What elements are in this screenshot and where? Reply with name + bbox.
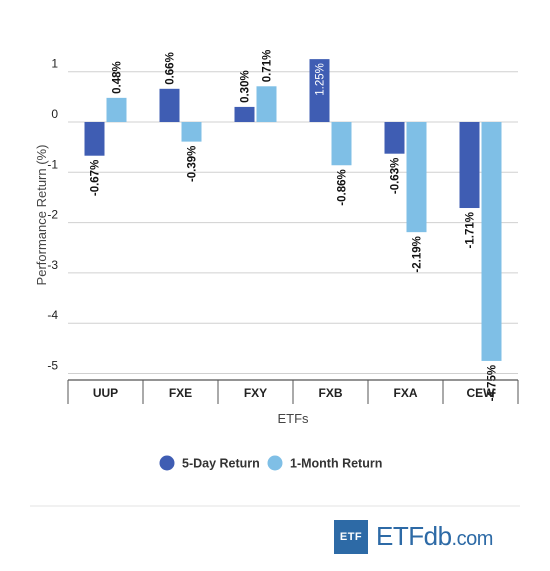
data-label: 0.66% [165,52,177,85]
bar [481,122,502,361]
data-label: -0.67% [90,160,102,196]
bar [234,106,255,122]
bar [331,122,352,166]
x-tick-label: FXY [244,386,267,400]
x-tick-label: CEW [467,386,496,400]
legend-label: 5-Day Return [182,457,260,471]
data-label: -2.19% [412,236,424,272]
y-tick-label: -3 [47,258,58,272]
x-tick-label: FXA [394,386,418,400]
grid-layer [68,71,518,374]
x-axis-title: ETFs [277,411,309,426]
axis-layer: 1 0 -1 -2 -3 -4 -5 UUP FXE FXY FXB FXA CEW [47,57,519,404]
x-tick-label: FXB [319,386,343,400]
bar [84,122,105,156]
legend-marker [159,455,175,471]
y-tick-label: -4 [47,308,58,322]
legend-marker [267,455,283,471]
bar [406,122,427,233]
legend: 5-Day Return 1-Month Return [159,455,382,471]
logo-dotcom-text: .com [451,527,494,550]
bar [106,97,127,122]
data-label: 0.48% [112,61,124,94]
y-tick-label: -1 [47,157,58,171]
logo-db-text: db [423,520,452,551]
data-label: 1.25% [315,63,327,96]
data-label: -4.75% [487,365,499,401]
y-tick-label: 1 [51,57,58,71]
y-tick-label: -2 [47,208,58,222]
data-labels-layer: -0.67% 0.66% 0.30% 1.25% -0.63% -1.71% 0.48% -0… [90,50,499,402]
x-tick-label: UUP [93,386,118,400]
y-tick-label: 0 [51,107,58,121]
data-label: -0.39% [187,146,199,182]
bar [384,122,405,154]
bar [459,122,480,209]
data-label: 0.30% [240,70,252,103]
etfdb-logo: ETF ETFdb.com [334,520,493,554]
etf-logo-box: ETF [334,520,368,554]
y-tick-label: -5 [47,359,58,373]
bars-layer [84,59,502,361]
bar [159,88,180,122]
bar [309,59,330,122]
data-label: -1.71% [465,212,477,248]
etfdb-wordmark: ETFdb.com [376,519,493,556]
data-label: 0.71% [262,50,274,83]
bar [181,122,202,142]
bar [256,86,277,122]
data-label: -0.63% [390,158,402,194]
logo-etf-text: ETF [376,520,424,551]
x-tick-label: FXE [169,386,192,400]
y-axis-title: Performance Return (%) [34,145,49,286]
legend-label: 1-Month Return [290,457,382,471]
data-label: -0.86% [337,169,349,205]
